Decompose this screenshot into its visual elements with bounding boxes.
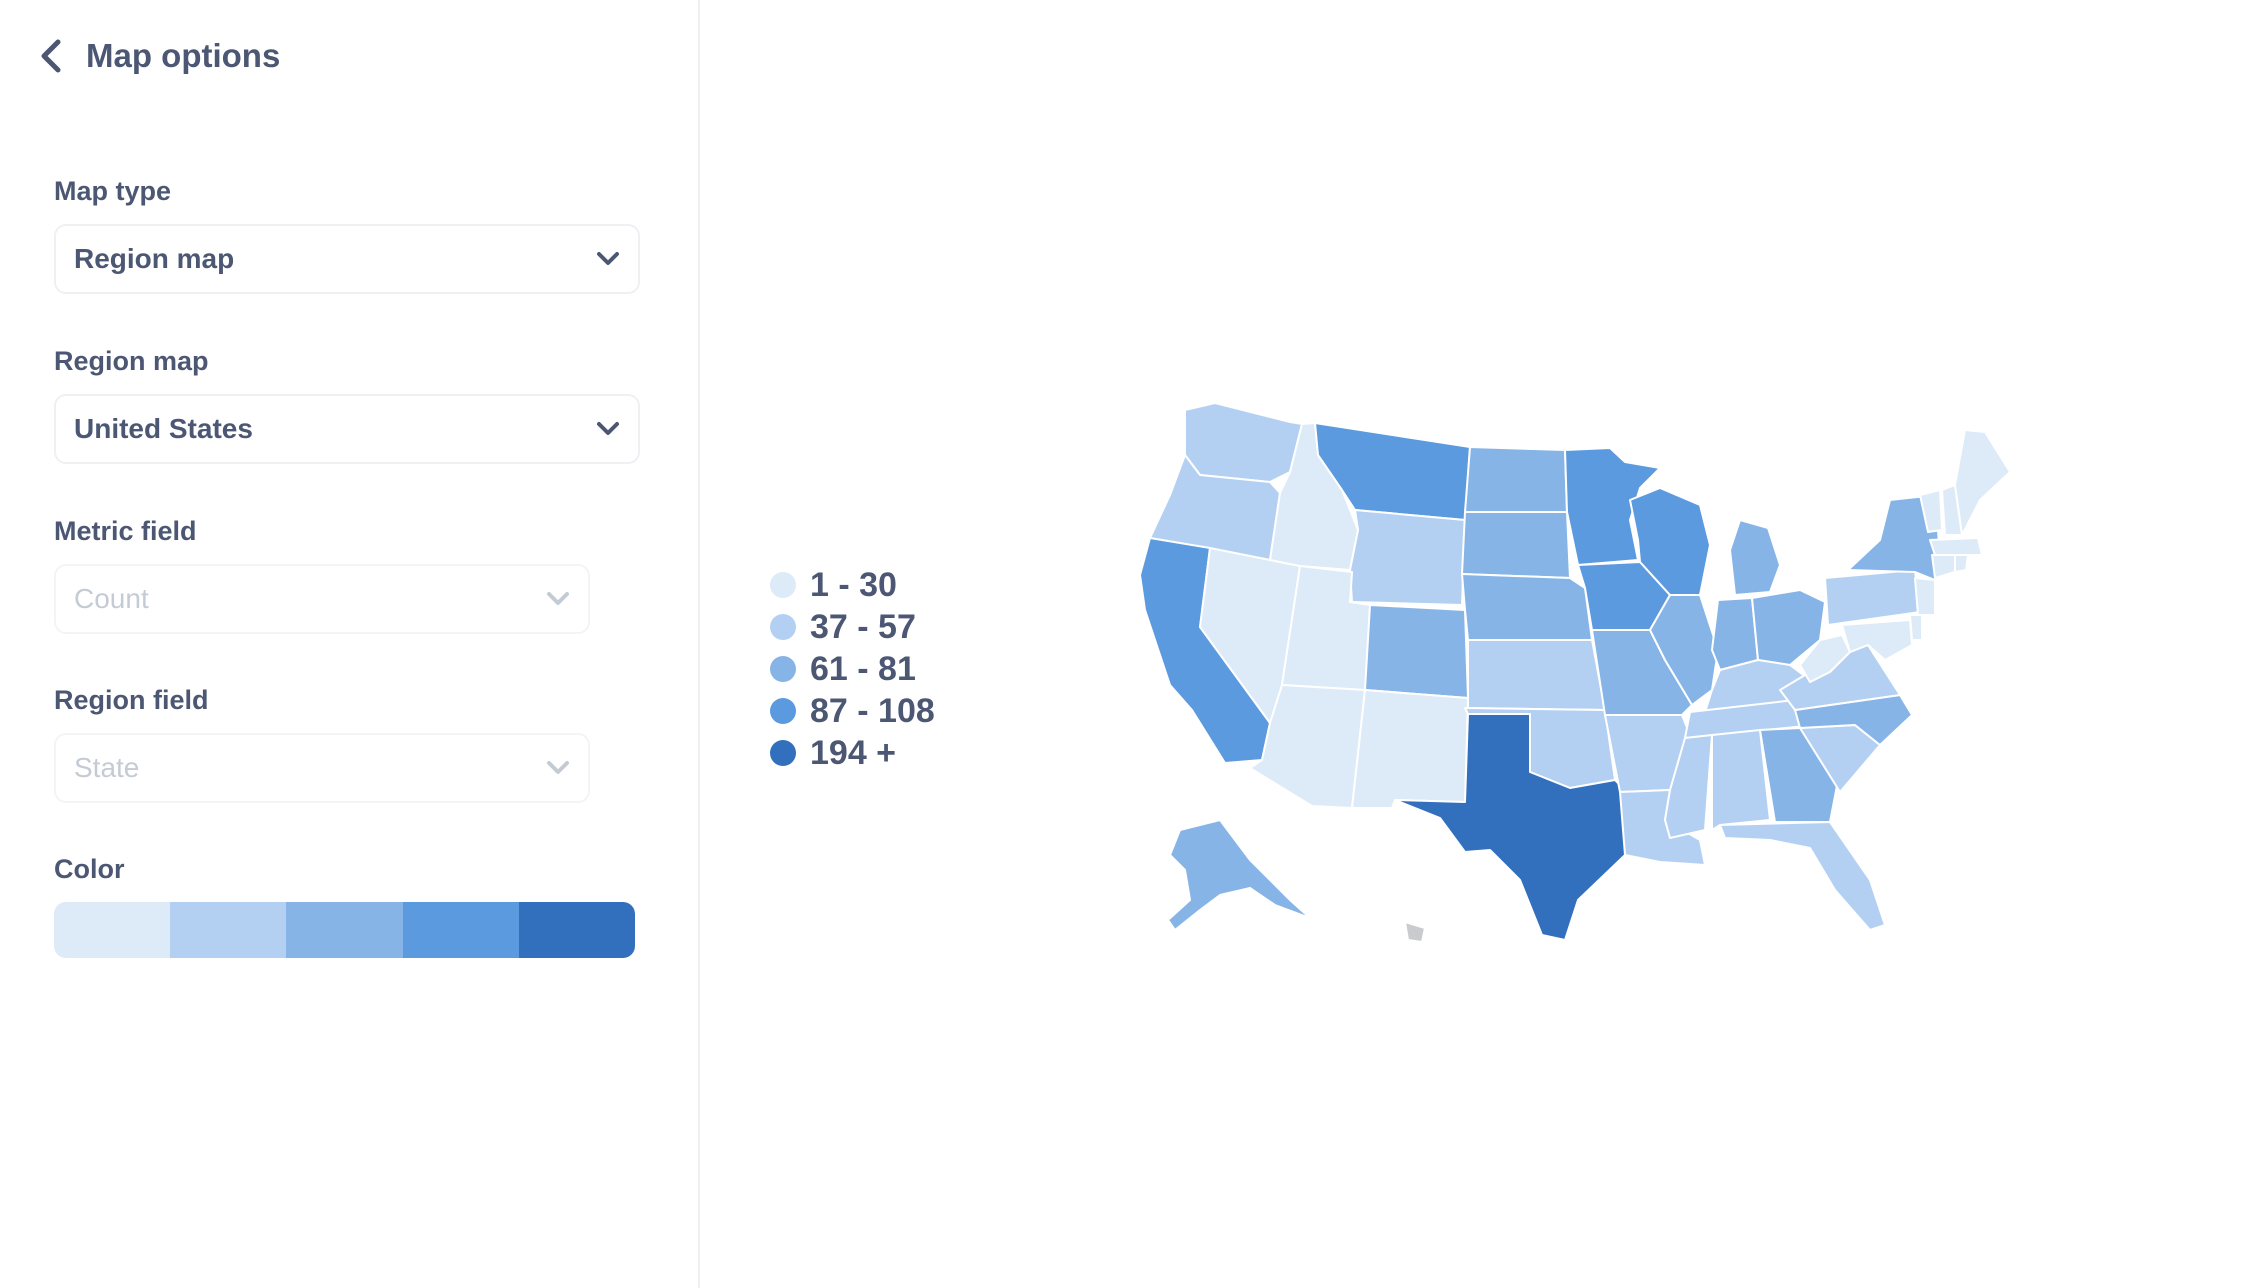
- state-region-ct[interactable]: [1931, 554, 1956, 579]
- legend-item: 1 - 30: [770, 564, 935, 606]
- metric-field-select[interactable]: Count: [54, 564, 590, 634]
- chevron-down-icon: [546, 760, 570, 776]
- state-region-nj[interactable]: [1914, 577, 1936, 616]
- state-region-mi[interactable]: [1729, 519, 1781, 596]
- legend-label: 1 - 30: [810, 565, 897, 604]
- legend-label: 194 +: [810, 733, 897, 772]
- map-type-select[interactable]: Region map: [54, 224, 640, 294]
- back-chevron-icon[interactable]: [36, 36, 66, 76]
- state-region-il[interactable]: [1649, 594, 1719, 706]
- map-legend: 1 - 30 37 - 57 61 - 81 87 - 108 194 +: [770, 564, 935, 774]
- color-swatch: [402, 902, 519, 958]
- legend-swatch: [770, 740, 796, 766]
- state-region-md[interactable]: [1841, 619, 1913, 661]
- region-map-label: Region map: [54, 346, 209, 376]
- legend-item: 37 - 57: [770, 606, 935, 648]
- state-region-ak[interactable]: [1167, 819, 1311, 931]
- region-map-value: United States: [74, 413, 253, 444]
- state-region-nm[interactable]: [1351, 689, 1469, 809]
- state-region-wa[interactable]: [1184, 402, 1303, 483]
- color-scale-picker[interactable]: [54, 902, 635, 958]
- state-region-ms[interactable]: [1664, 734, 1713, 839]
- state-region-ri[interactable]: [1954, 554, 1969, 573]
- color-swatch: [518, 902, 635, 958]
- state-region-wy[interactable]: [1349, 509, 1466, 606]
- state-region-ma[interactable]: [1929, 537, 1983, 556]
- chevron-down-icon: [596, 421, 620, 437]
- region-field-label: Region field: [54, 685, 209, 715]
- state-region-vt[interactable]: [1919, 489, 1943, 533]
- state-region-hi[interactable]: [1404, 921, 1426, 943]
- legend-swatch: [770, 698, 796, 724]
- map-options-panel: Map options Map type Region map Region m…: [0, 0, 700, 1288]
- panel-header: Map options: [36, 36, 280, 76]
- legend-swatch: [770, 656, 796, 682]
- legend-swatch: [770, 614, 796, 640]
- region-field-value: State: [74, 752, 140, 783]
- legend-item: 194 +: [770, 732, 935, 774]
- state-region-fl[interactable]: [1719, 821, 1886, 931]
- legend-item: 87 - 108: [770, 690, 935, 732]
- color-label: Color: [54, 854, 125, 884]
- map-type-label: Map type: [54, 176, 172, 206]
- state-region-in[interactable]: [1711, 597, 1759, 671]
- metric-field-label: Metric field: [54, 516, 197, 546]
- color-swatch: [286, 902, 403, 958]
- state-region-ks[interactable]: [1467, 639, 1606, 711]
- state-region-sd[interactable]: [1461, 511, 1571, 579]
- region-map-select[interactable]: United States: [54, 394, 640, 464]
- state-region-me[interactable]: [1954, 429, 2011, 536]
- map-type-value: Region map: [74, 243, 235, 274]
- state-region-pa[interactable]: [1824, 569, 1921, 626]
- state-region-nd[interactable]: [1464, 446, 1568, 513]
- state-region-al[interactable]: [1711, 729, 1771, 831]
- panel-title: Map options: [86, 37, 281, 74]
- state-region-tx[interactable]: [1394, 713, 1626, 941]
- legend-swatch: [770, 572, 796, 598]
- chevron-down-icon: [546, 591, 570, 607]
- color-swatch: [170, 902, 287, 958]
- legend-item: 61 - 81: [770, 648, 935, 690]
- color-swatch: [54, 902, 171, 958]
- region-field-select[interactable]: State: [54, 733, 590, 803]
- chevron-down-icon: [596, 251, 620, 267]
- legend-label: 37 - 57: [810, 607, 916, 646]
- legend-label: 87 - 108: [810, 691, 935, 730]
- legend-label: 61 - 81: [810, 649, 916, 688]
- metric-field-value: Count: [74, 583, 149, 614]
- state-region-co[interactable]: [1364, 604, 1469, 699]
- state-region-ne[interactable]: [1461, 573, 1593, 641]
